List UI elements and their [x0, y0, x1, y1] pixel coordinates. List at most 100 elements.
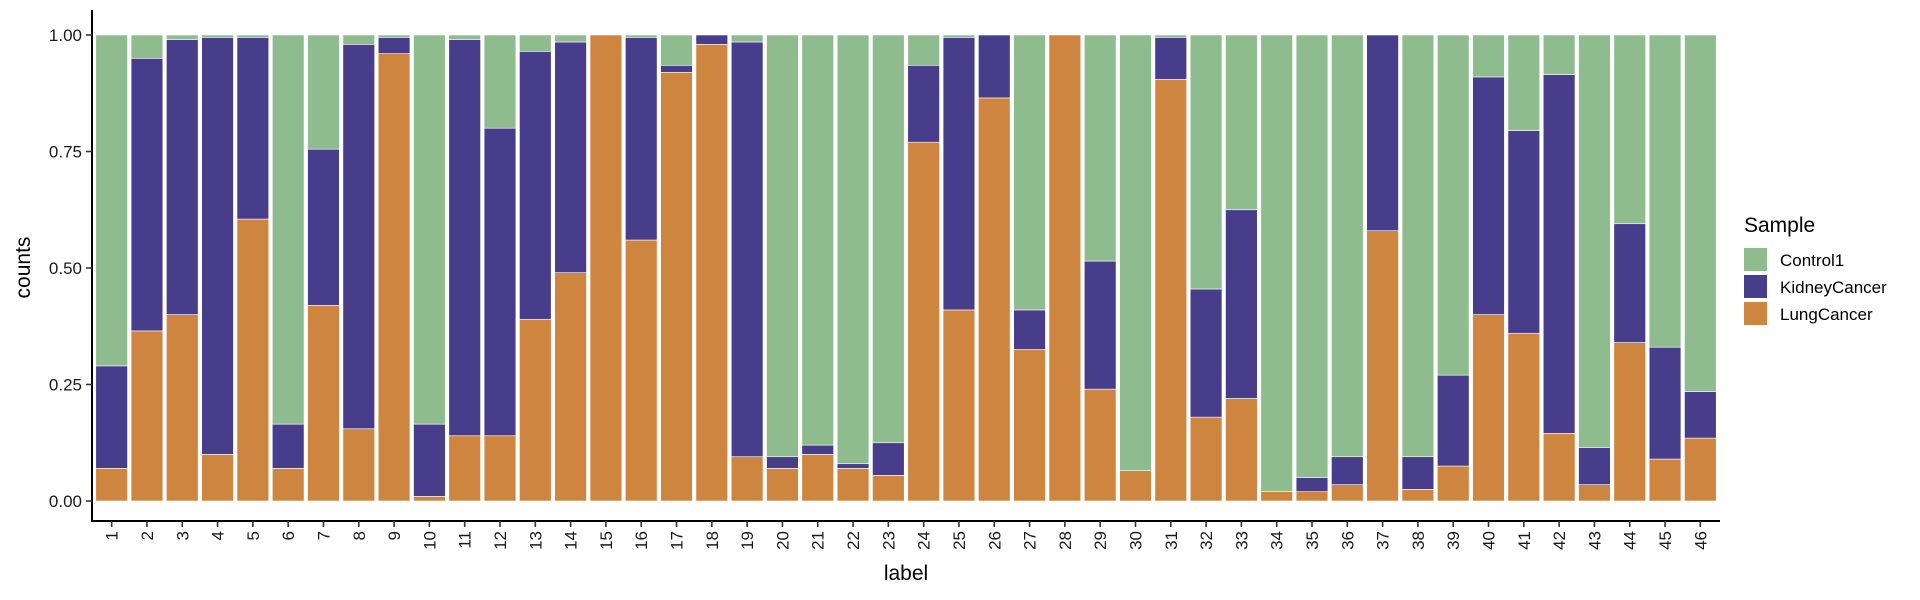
bar-segment-kidneycancer-3	[166, 39, 199, 315]
axes-layer	[86, 10, 1720, 527]
bar-segment-control1-36	[1331, 34, 1364, 458]
bar-segment-kidneycancer-44	[1613, 223, 1646, 343]
bar-segment-kidneycancer-37	[1366, 34, 1399, 232]
x-tick-label: 39	[1444, 531, 1463, 550]
bar-segment-lungcancer-21	[801, 454, 834, 502]
bar-segment-lungcancer-10	[413, 496, 446, 502]
bar-segment-control1-20	[766, 34, 799, 458]
bar-segment-lungcancer-33	[1225, 398, 1258, 502]
bar-segment-lungcancer-38	[1401, 489, 1435, 502]
bar-segment-kidneycancer-33	[1225, 209, 1258, 399]
bar-segment-kidneycancer-18	[695, 34, 729, 45]
bar-segment-control1-30	[1119, 34, 1152, 472]
x-tick-label: 44	[1621, 531, 1640, 550]
bar-segment-lungcancer-44	[1613, 342, 1646, 502]
legend-swatch-lungcancer	[1744, 302, 1767, 325]
bar-segment-control1-1	[95, 34, 128, 367]
bar-segment-lungcancer-40	[1472, 314, 1505, 502]
bar-segment-control1-8	[342, 34, 375, 45]
bar-segment-lungcancer-16	[625, 239, 658, 502]
x-tick-label: 29	[1091, 531, 1110, 550]
bar-segment-kidneycancer-20	[766, 456, 799, 469]
legend: Sample Control1 KidneyCancer LungCancer	[1744, 214, 1887, 325]
bar-segment-kidneycancer-41	[1507, 130, 1541, 334]
x-tick-label: 41	[1515, 531, 1534, 550]
bar-segment-kidneycancer-46	[1684, 391, 1717, 439]
bar-segment-lungcancer-8	[342, 428, 375, 502]
bar-segment-control1-25	[942, 34, 976, 38]
bar-segment-kidneycancer-24	[907, 64, 940, 143]
x-tick-label: 43	[1585, 531, 1604, 550]
x-tick-label: 19	[738, 531, 757, 550]
x-tick-label: 33	[1232, 531, 1251, 550]
x-tick-label: 15	[597, 531, 616, 550]
bar-segment-lungcancer-22	[836, 468, 870, 502]
bar-segment-kidneycancer-13	[519, 51, 552, 320]
bar-segment-kidneycancer-11	[448, 39, 481, 437]
bar-segment-lungcancer-15	[589, 34, 623, 502]
bar-segment-kidneycancer-39	[1437, 374, 1470, 467]
bar-segment-control1-16	[625, 34, 658, 38]
x-tick-label: 42	[1550, 531, 1569, 550]
bar-segment-kidneycancer-29	[1083, 260, 1117, 390]
x-tick-label: 7	[314, 531, 333, 540]
bar-segment-kidneycancer-19	[730, 41, 764, 458]
bar-segment-control1-14	[554, 34, 587, 43]
bar-segment-kidneycancer-45	[1648, 346, 1682, 460]
x-tick-label: 46	[1691, 531, 1710, 550]
bar-segment-kidneycancer-16	[625, 37, 658, 241]
bar-segment-control1-21	[801, 34, 834, 446]
bar-segment-kidneycancer-35	[1295, 477, 1329, 492]
bar-segment-lungcancer-12	[483, 435, 517, 502]
bar-segment-lungcancer-46	[1684, 437, 1717, 502]
y-tick-label: 0.75	[49, 143, 82, 162]
x-tick-label: 35	[1303, 531, 1322, 550]
x-tick-label: 37	[1374, 531, 1393, 550]
bar-segment-control1-46	[1684, 34, 1717, 392]
bar-segment-lungcancer-3	[166, 314, 199, 502]
x-tick-label: 9	[385, 531, 404, 540]
x-tick-label: 18	[703, 531, 722, 550]
bar-segment-kidneycancer-8	[342, 44, 375, 430]
bar-segment-kidneycancer-12	[483, 127, 517, 437]
bar-segment-kidneycancer-40	[1472, 76, 1505, 315]
bar-segment-control1-6	[271, 34, 305, 425]
x-tick-label: 2	[138, 531, 157, 540]
x-tick-label: 23	[879, 531, 898, 550]
bar-segment-lungcancer-5	[236, 218, 270, 502]
legend-title: Sample	[1744, 214, 1815, 237]
x-tick-label: 31	[1162, 531, 1181, 550]
bar-segment-control1-27	[1013, 34, 1046, 311]
bar-segment-lungcancer-36	[1331, 484, 1364, 502]
bar-segment-lungcancer-6	[271, 468, 305, 502]
bar-segment-control1-19	[730, 34, 764, 43]
bar-segment-lungcancer-35	[1295, 491, 1329, 502]
bar-segment-control1-22	[836, 34, 870, 465]
y-tick-label: 0.50	[49, 259, 82, 278]
bar-segment-control1-42	[1542, 34, 1576, 75]
bar-segment-kidneycancer-32	[1189, 288, 1223, 418]
x-tick-label: 24	[915, 531, 934, 550]
labels-layer: 0.000.250.500.751.001 2 3 4 5 6 7 8 9 10 11 12 13 14 1…	[12, 26, 1710, 585]
bar-segment-kidneycancer-6	[271, 423, 305, 469]
bar-segment-control1-12	[483, 34, 517, 129]
bar-segment-control1-3	[166, 34, 199, 40]
bar-segment-kidneycancer-36	[1331, 456, 1364, 485]
bar-segment-kidneycancer-7	[307, 148, 340, 306]
bar-segment-control1-39	[1437, 34, 1470, 376]
x-tick-label: 11	[456, 531, 475, 549]
x-tick-label: 20	[773, 531, 792, 550]
bar-segment-lungcancer-13	[519, 318, 552, 502]
legend-label-lungcancer: LungCancer	[1780, 305, 1873, 324]
bar-segment-lungcancer-42	[1542, 433, 1576, 502]
bar-segment-lungcancer-29	[1083, 388, 1117, 502]
bar-segment-lungcancer-2	[130, 330, 164, 502]
x-tick-label: 25	[950, 531, 969, 550]
legend-label-control1: Control1	[1780, 251, 1844, 270]
bar-segment-lungcancer-11	[448, 435, 481, 502]
bars-layer	[95, 34, 1717, 502]
y-tick-label: 0.00	[49, 492, 82, 511]
legend-swatch-control1	[1744, 248, 1767, 271]
